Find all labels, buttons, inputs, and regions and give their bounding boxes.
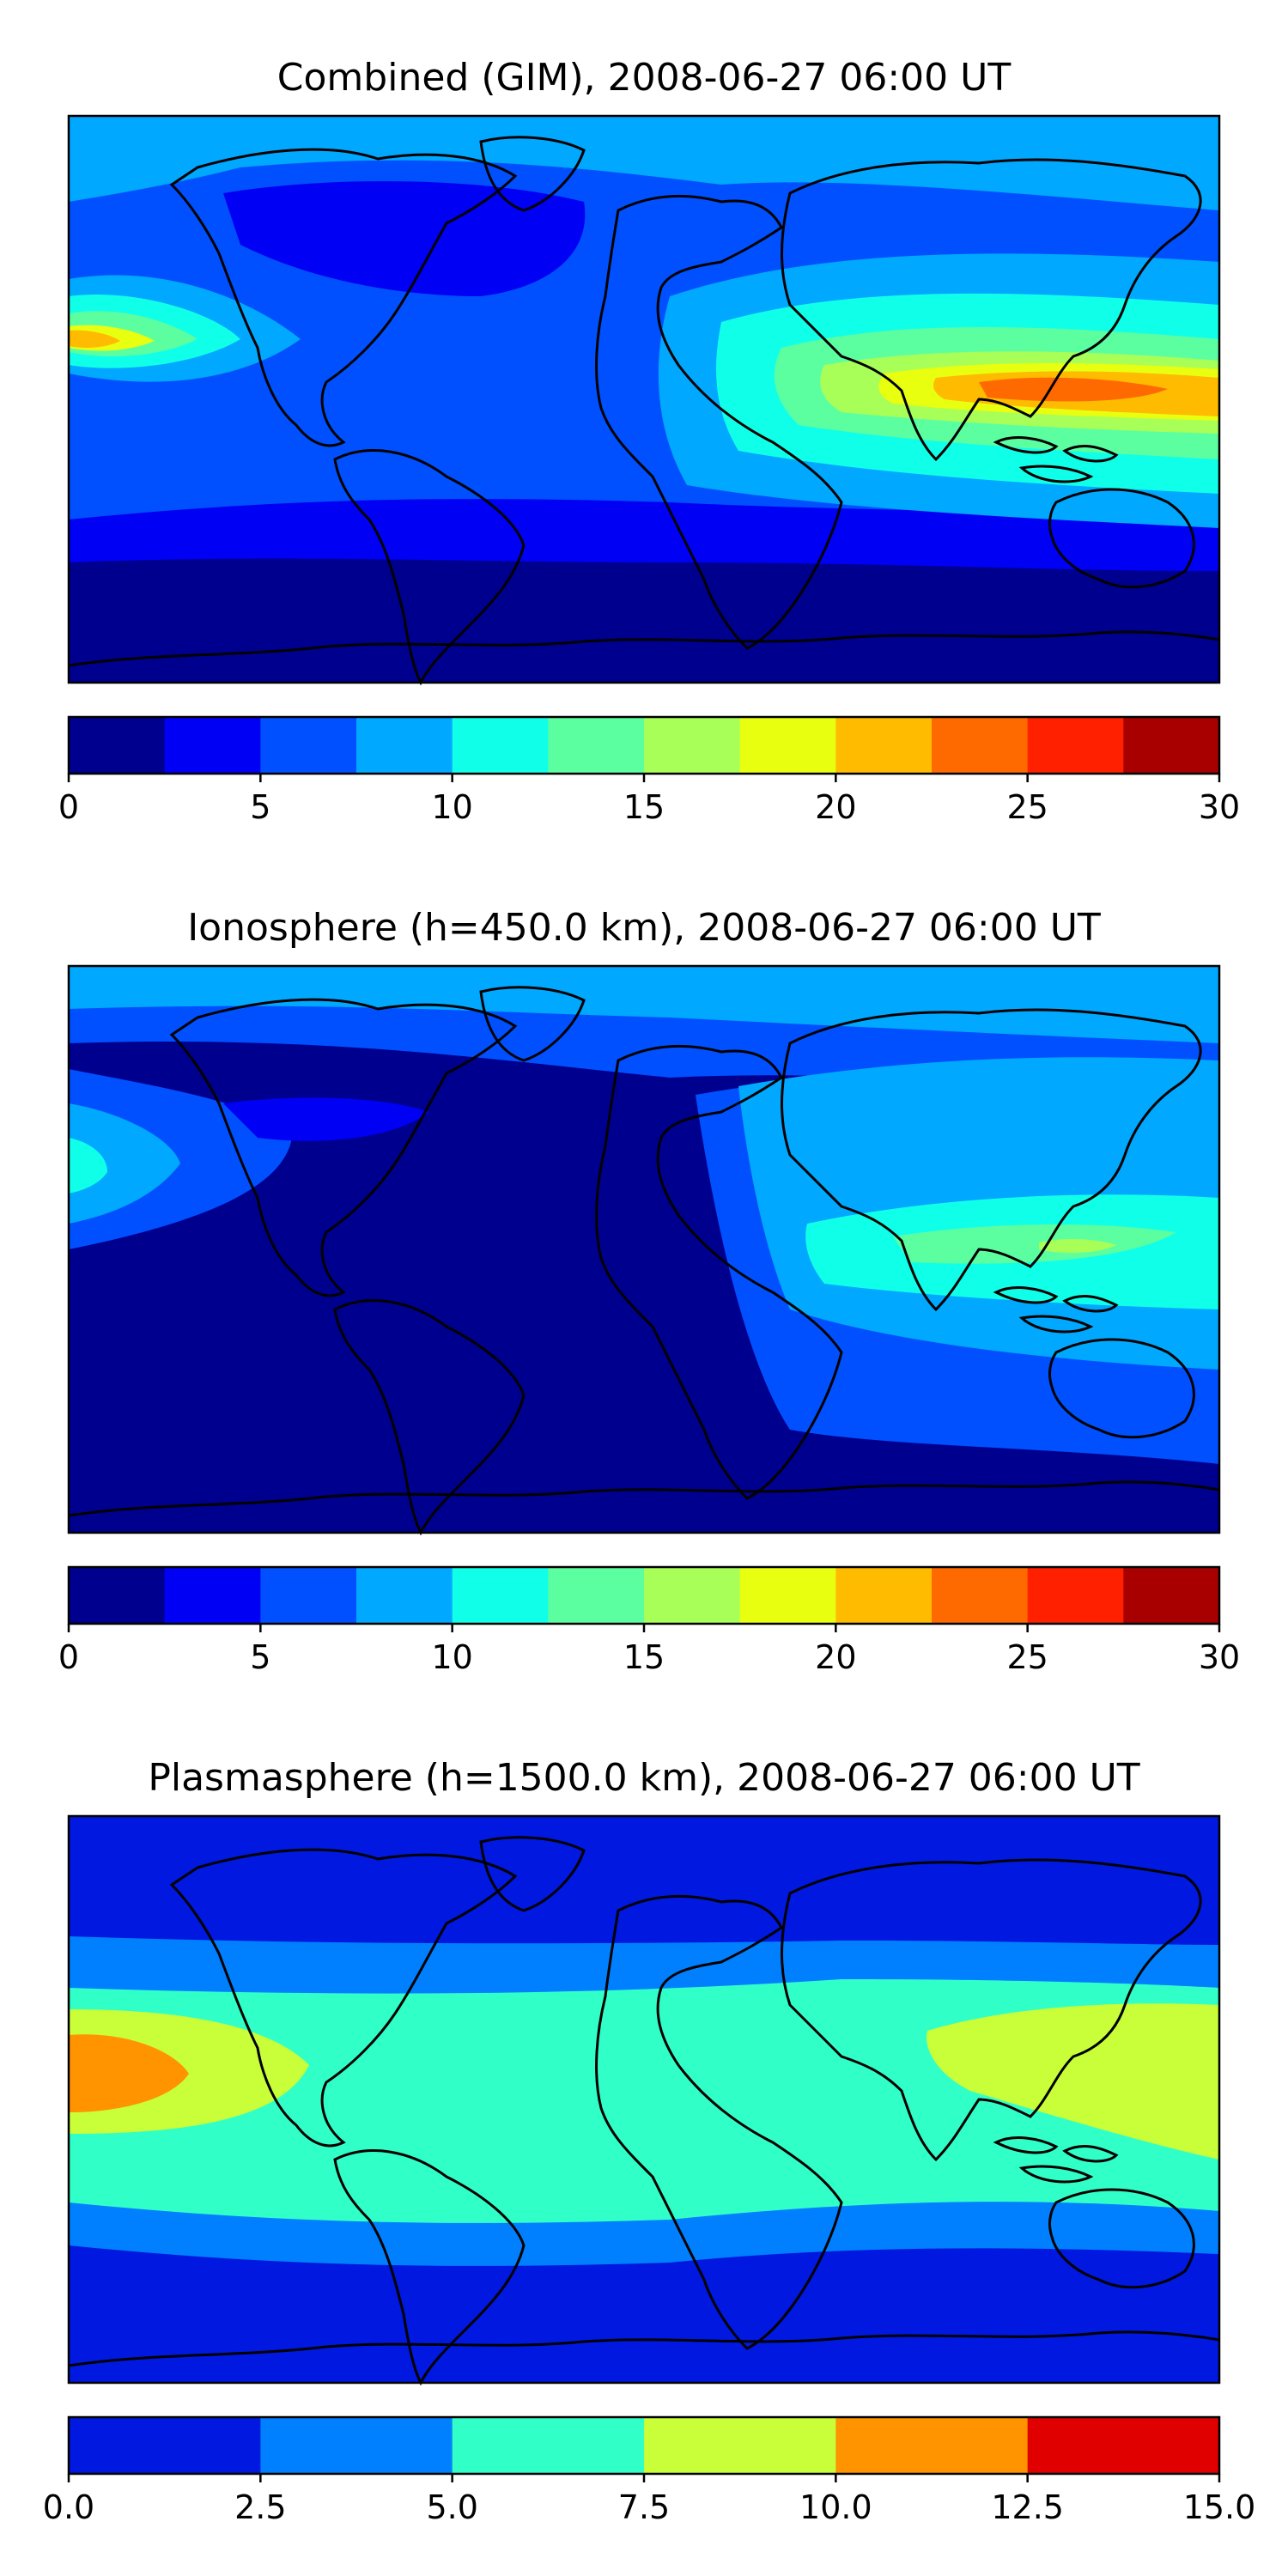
colorbar-swatch — [260, 717, 357, 774]
colorbar-swatch — [548, 1567, 645, 1624]
colorbar-tick-label: 2.5 — [234, 2488, 286, 2526]
colorbar-tick-label: 20 — [815, 788, 856, 826]
colorbar-tick-label: 10.0 — [799, 2488, 872, 2526]
colorbar-swatch — [1027, 2417, 1220, 2474]
colorbar-tick-label: 7.5 — [618, 2488, 670, 2526]
chart-title: Ionosphere (h=450.0 km), 2008-06-27 06:0… — [187, 906, 1101, 950]
colorbar-swatch — [69, 1567, 166, 1624]
colorbar-swatch — [452, 2417, 645, 2474]
colorbar-swatch — [356, 717, 453, 774]
colorbar-tick-label: 0 — [58, 1638, 79, 1676]
colorbar-swatch — [932, 1567, 1029, 1624]
panel-ionosphere: Ionosphere (h=450.0 km), 2008-06-27 06:0… — [58, 906, 1240, 1676]
colorbar-swatch — [260, 2417, 453, 2474]
colorbar-swatch — [548, 717, 645, 774]
colorbar-swatch — [164, 717, 261, 774]
colorbar-swatch — [739, 717, 836, 774]
map-plasmasphere — [67, 1814, 1221, 2385]
colorbar-swatch — [739, 1567, 836, 1624]
map-ionosphere — [67, 964, 1221, 1534]
colorbar-swatch — [835, 2417, 1029, 2474]
colorbar-swatch — [835, 1567, 933, 1624]
colorbar-swatch — [69, 717, 166, 774]
colorbar-tick-label: 15 — [623, 1638, 665, 1676]
colorbar-tick-label: 10 — [431, 788, 472, 826]
colorbar-tick-label: 0 — [58, 788, 79, 826]
colorbar-plasmasphere: 0.0 2.5 5.0 7.5 10.0 12.5 15.0 — [43, 2415, 1256, 2526]
colorbar-swatch — [1027, 1567, 1124, 1624]
colorbar-swatch — [644, 2417, 836, 2474]
colorbar-swatch — [644, 1567, 741, 1624]
colorbar-tick-label: 10 — [431, 1638, 472, 1676]
colorbar-swatch — [932, 717, 1029, 774]
colorbar-tick-label: 15 — [623, 788, 665, 826]
colorbar-swatch — [1123, 717, 1220, 774]
colorbar-swatch — [1123, 1567, 1220, 1624]
panel-combined: Combined (GIM), 2008-06-27 06:00 UT — [58, 56, 1240, 826]
panel-plasmasphere: Plasmasphere (h=1500.0 km), 2008-06-27 0… — [43, 1756, 1256, 2526]
colorbar-tick-label: 5 — [250, 1638, 270, 1676]
chart-title: Plasmasphere (h=1500.0 km), 2008-06-27 0… — [148, 1756, 1139, 1800]
colorbar-tick-label: 30 — [1199, 1638, 1240, 1676]
colorbar-ionosphere: 0 5 10 15 20 25 30 — [58, 1565, 1240, 1676]
colorbar-tick-label: 30 — [1199, 788, 1240, 826]
colorbar-tick-label: 25 — [1006, 1638, 1048, 1676]
colorbar-swatch — [69, 2417, 261, 2474]
colorbar-swatch — [1027, 717, 1124, 774]
map-combined — [67, 114, 1221, 684]
colorbar-swatch — [356, 1567, 453, 1624]
colorbar-tick-label: 5 — [250, 788, 270, 826]
colorbar-swatch — [164, 1567, 261, 1624]
chart-title: Combined (GIM), 2008-06-27 06:00 UT — [277, 56, 1012, 100]
colorbar-swatch — [452, 1567, 549, 1624]
colorbar-swatch — [452, 717, 549, 774]
colorbar-swatch — [835, 717, 933, 774]
colorbar-tick-label: 12.5 — [991, 2488, 1064, 2526]
colorbar-swatch — [260, 1567, 357, 1624]
colorbar-swatch — [644, 717, 741, 774]
colorbar-tick-label: 20 — [815, 1638, 856, 1676]
colorbar-combined: 0 5 10 15 20 25 30 — [58, 715, 1240, 826]
colorbar-tick-label: 15.0 — [1183, 2488, 1256, 2526]
colorbar-tick-label: 5.0 — [426, 2488, 477, 2526]
colorbar-tick-label: 25 — [1006, 788, 1048, 826]
colorbar-tick-label: 0.0 — [43, 2488, 94, 2526]
